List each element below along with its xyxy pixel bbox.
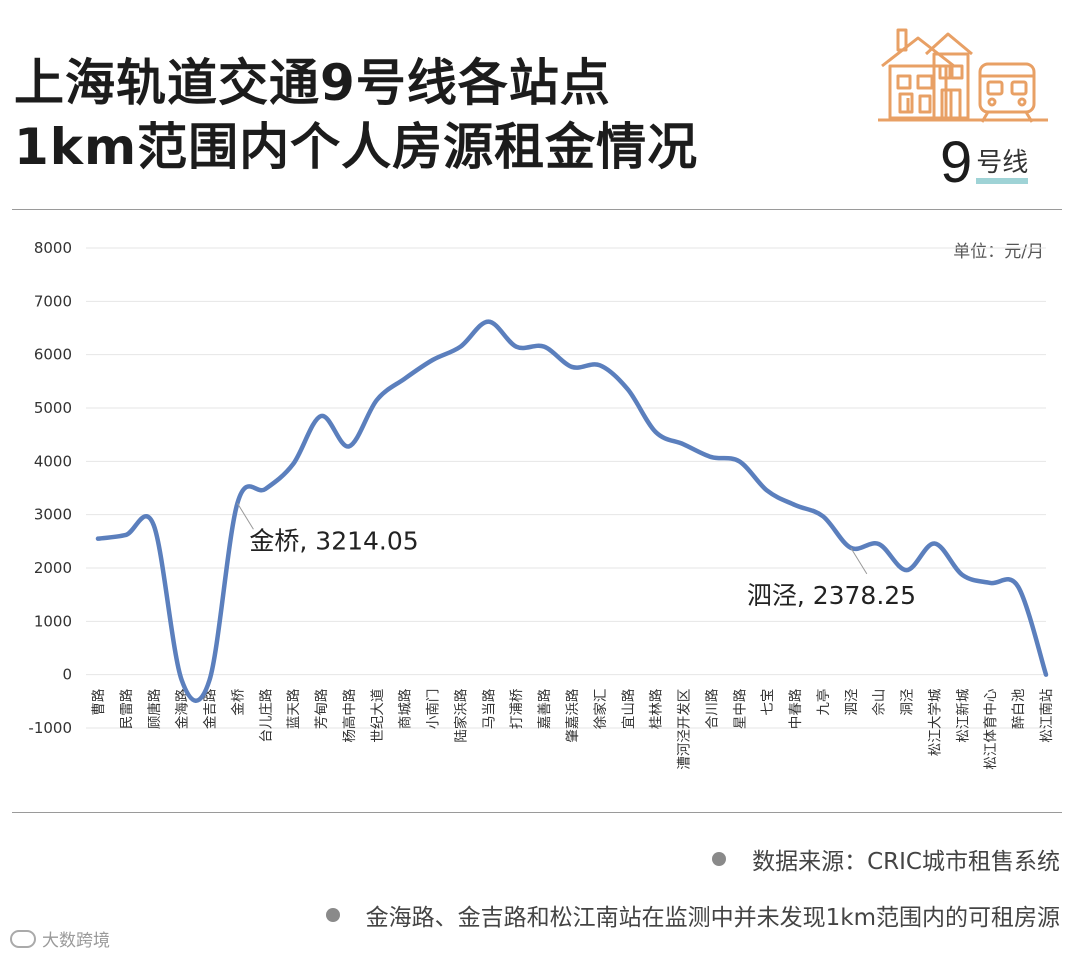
remark-text: 金海路、金吉路和松江南站在监测中并未发现1km范围内的可租房源 [365,905,1060,931]
source-note: 数据来源：CRIC城市租售系统 [712,842,1060,876]
y-tick-label: 1000 [34,612,72,630]
x-tick-label: 佘山 [871,689,888,716]
house-train-logo-icon [878,28,1048,123]
x-tick-label: 合川路 [704,688,720,729]
y-tick-label: 4000 [34,452,72,470]
y-tick-label: 8000 [34,239,72,257]
x-tick-label: 徐家汇 [592,689,609,730]
x-axis: 曹路 民雷路 顾唐路 金海路 金吉路 金桥 台儿庄路 蓝天路 芳甸路 杨高中路 世纪大道 商城路 小南门… [91,688,1055,770]
x-tick-label: 宜山路 [621,688,637,729]
brand-logo-icon [10,929,36,948]
annotation-label: 金桥, 3214.05 [249,526,418,555]
brand-text: 大数跨境 [42,931,110,951]
y-tick-label: 2000 [34,559,72,577]
remark-note: 金海路、金吉路和松江南站在监测中并未发现1km范围内的可租房源 [325,898,1060,932]
line-number: 9 [940,130,973,195]
x-tick-label: 泗泾 [844,689,860,716]
x-tick-label: 曹路 [91,688,107,715]
y-tick-label: 5000 [34,399,72,417]
y-tick-label: -1000 [28,719,72,737]
x-tick-label: 金海路 [175,688,191,729]
x-tick-label: 洞泾 [900,689,916,716]
x-tick-label: 陆家浜路 [452,688,469,742]
x-tick-label: 嘉善路 [537,688,553,729]
x-tick-label: 七宝 [760,689,776,716]
x-tick-label: 蓝天路 [286,688,302,729]
unit-label: 单位：元/月 [953,242,1044,262]
x-tick-label: 松江新城 [955,688,971,742]
x-tick-label: 世纪大道 [370,689,386,743]
top-divider [12,209,1062,210]
bullet-dot-icon [712,852,727,866]
y-tick-label: 3000 [34,506,72,524]
y-tick-label: 6000 [34,346,72,364]
grid-layer [86,247,1046,729]
x-tick-label: 九亭 [815,689,832,716]
x-tick-label: 星中路 [732,688,748,729]
x-tick-label: 肇嘉浜路 [565,688,581,742]
bottom-divider [12,812,1062,813]
line-suffix: 号线 [976,150,1029,184]
rent-line-chart: -1000 0 1000 2000 3000 4000 5000 6000 7000 8000 曹… [28,239,1055,770]
x-tick-label: 松江体育中心 [983,688,999,769]
page-title-line-2: 1km范围内个人房源租金情况 [14,118,699,176]
x-tick-label: 金吉路 [203,688,219,729]
annotation-leader-line [236,502,254,530]
bullet-dot-icon [325,908,340,922]
y-tick-label: 7000 [34,292,72,310]
x-tick-label: 芳甸路 [314,688,330,729]
footer-brand: 大数跨境 [10,926,110,951]
annotation-layer: 金桥, 3214.05 泗泾, 2378.25 [236,502,916,610]
y-axis: -1000 0 1000 2000 3000 4000 5000 6000 7000 8000 [28,239,72,737]
annotation-leader-line [850,547,868,575]
x-tick-label: 中春路 [788,688,804,729]
x-tick-label: 顾唐路 [146,688,163,729]
annotation-label: 泗泾, 2378.25 [747,581,916,610]
x-tick-label: 杨高中路 [341,688,358,742]
x-tick-label: 民雷路 [119,688,135,729]
rent-series-line [95,319,1049,703]
x-tick-label: 松江大学城 [927,688,943,756]
x-tick-label: 商城路 [398,688,414,729]
line-badge: 9 号线 [940,130,1029,195]
x-tick-label: 金桥 [230,688,246,715]
x-tick-label: 漕河泾开发区 [677,689,693,770]
page-title-line-1: 上海轨道交通9号线各站点 [14,54,611,112]
x-tick-label: 台儿庄路 [257,688,274,742]
x-tick-label: 醉白池 [1011,689,1027,730]
x-tick-label: 马当路 [481,688,497,729]
x-tick-label: 桂林路 [649,688,665,729]
y-tick-label: 0 [62,666,72,684]
x-tick-label: 打浦桥 [508,688,525,729]
x-tick-label: 松江南站 [1039,689,1055,743]
x-tick-label: 小南门 [426,689,442,730]
source-text: 数据来源：CRIC城市租售系统 [752,849,1060,875]
